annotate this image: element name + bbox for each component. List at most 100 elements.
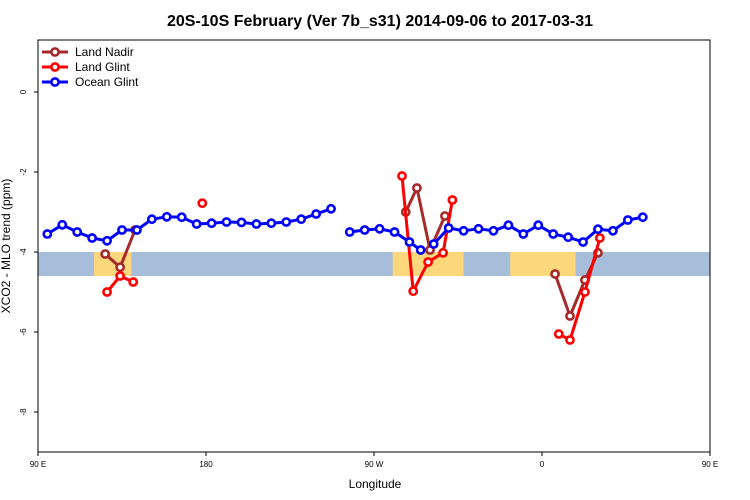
data-point [176, 212, 187, 223]
data-point [447, 195, 458, 205]
data-point [42, 229, 53, 239]
land-segment [510, 252, 576, 276]
data-point [565, 311, 575, 321]
y-tick-label: -6 [19, 328, 28, 336]
data-point [206, 218, 217, 229]
series-line-segment [400, 174, 415, 293]
x-tick-label: 90 W [365, 460, 384, 469]
data-point [311, 209, 322, 219]
x-tick-label: 0 [540, 460, 545, 469]
data-point [191, 219, 202, 229]
data-point [102, 287, 112, 297]
x-tick-label: 90 E [30, 460, 46, 469]
data-point [565, 335, 575, 345]
data-point [197, 198, 208, 209]
ocean-strip [38, 252, 710, 276]
series-line-segment [568, 290, 587, 342]
series-layer [42, 171, 648, 345]
legend-swatch-marker [50, 47, 60, 57]
data-point [374, 223, 385, 234]
data-point [359, 225, 370, 235]
data-point [550, 269, 560, 279]
data-point [408, 286, 419, 297]
data-point [326, 203, 336, 214]
data-point [578, 237, 588, 247]
data-point [458, 225, 469, 236]
x-tick-label: 180 [199, 460, 213, 469]
series-line-segment [118, 228, 137, 269]
data-point [266, 218, 277, 229]
y-axis: 0 -2 -4 -6 -8 [19, 89, 38, 416]
x-tick-label: 90 E [702, 460, 718, 469]
data-point [236, 217, 247, 228]
data-point [443, 223, 454, 233]
data-point [57, 219, 68, 230]
data-point [344, 227, 355, 237]
y-axis-label: XCO2 - MLO trend (ppm) [0, 179, 13, 314]
data-point [518, 229, 529, 239]
y-tick-label: -8 [19, 408, 28, 416]
data-point [594, 233, 605, 243]
land-ocean-strip [38, 252, 710, 276]
data-point [423, 257, 434, 267]
data-point [412, 183, 422, 193]
data-point [72, 227, 83, 237]
series-line-segment [415, 186, 432, 252]
data-point [428, 239, 439, 249]
data-point [533, 220, 544, 231]
series-ocean-glint [42, 203, 648, 255]
data-point [415, 245, 426, 255]
chart-title: 20S-10S February (Ver 7b_s31) 2014-09-06… [167, 13, 593, 30]
data-point [102, 235, 112, 246]
data-point [132, 225, 142, 235]
data-point [87, 233, 98, 243]
legend-swatch-marker [50, 77, 60, 87]
legend-item: Land Nadir [42, 45, 134, 59]
series-line-segment [568, 278, 587, 318]
y-tick-label: -4 [19, 248, 28, 256]
data-point [563, 232, 574, 243]
data-point [473, 223, 484, 234]
data-point [115, 262, 126, 273]
data-point [281, 217, 292, 227]
legend-label: Land Nadir [75, 45, 134, 59]
x-axis: 90 E 180 90 W 0 90 E [30, 452, 718, 469]
data-point [622, 215, 633, 225]
data-point [389, 227, 400, 237]
data-point [404, 237, 415, 247]
series-land-glint [102, 171, 605, 345]
data-point [100, 249, 111, 259]
data-point [221, 217, 232, 227]
data-point [503, 220, 514, 231]
data-point [488, 225, 499, 236]
legend-item: Land Glint [42, 60, 130, 74]
y-tick-label: -2 [19, 168, 28, 176]
plot-frame [37, 39, 711, 453]
y-tick-label: 0 [19, 89, 28, 94]
legend-swatch-marker [50, 62, 60, 72]
data-point [296, 214, 307, 225]
series-line-segment [553, 272, 572, 318]
data-point [161, 211, 172, 222]
data-point [608, 225, 618, 236]
series-line-segment [411, 260, 430, 293]
data-point [580, 287, 590, 297]
data-point [593, 224, 603, 235]
data-point [438, 247, 448, 258]
series-line-segment [583, 236, 602, 294]
data-point [440, 211, 450, 221]
data-point [117, 225, 127, 235]
data-point [251, 219, 262, 229]
data-point [397, 171, 407, 181]
legend-item: Ocean Glint [42, 75, 139, 89]
x-axis-label: Longitude [349, 477, 402, 491]
data-point [128, 277, 139, 287]
data-point [146, 214, 157, 225]
legend-label: Ocean Glint [75, 75, 139, 89]
legend-label: Land Glint [75, 60, 130, 74]
data-point [553, 329, 564, 339]
data-point [637, 212, 648, 223]
data-point [548, 229, 559, 239]
